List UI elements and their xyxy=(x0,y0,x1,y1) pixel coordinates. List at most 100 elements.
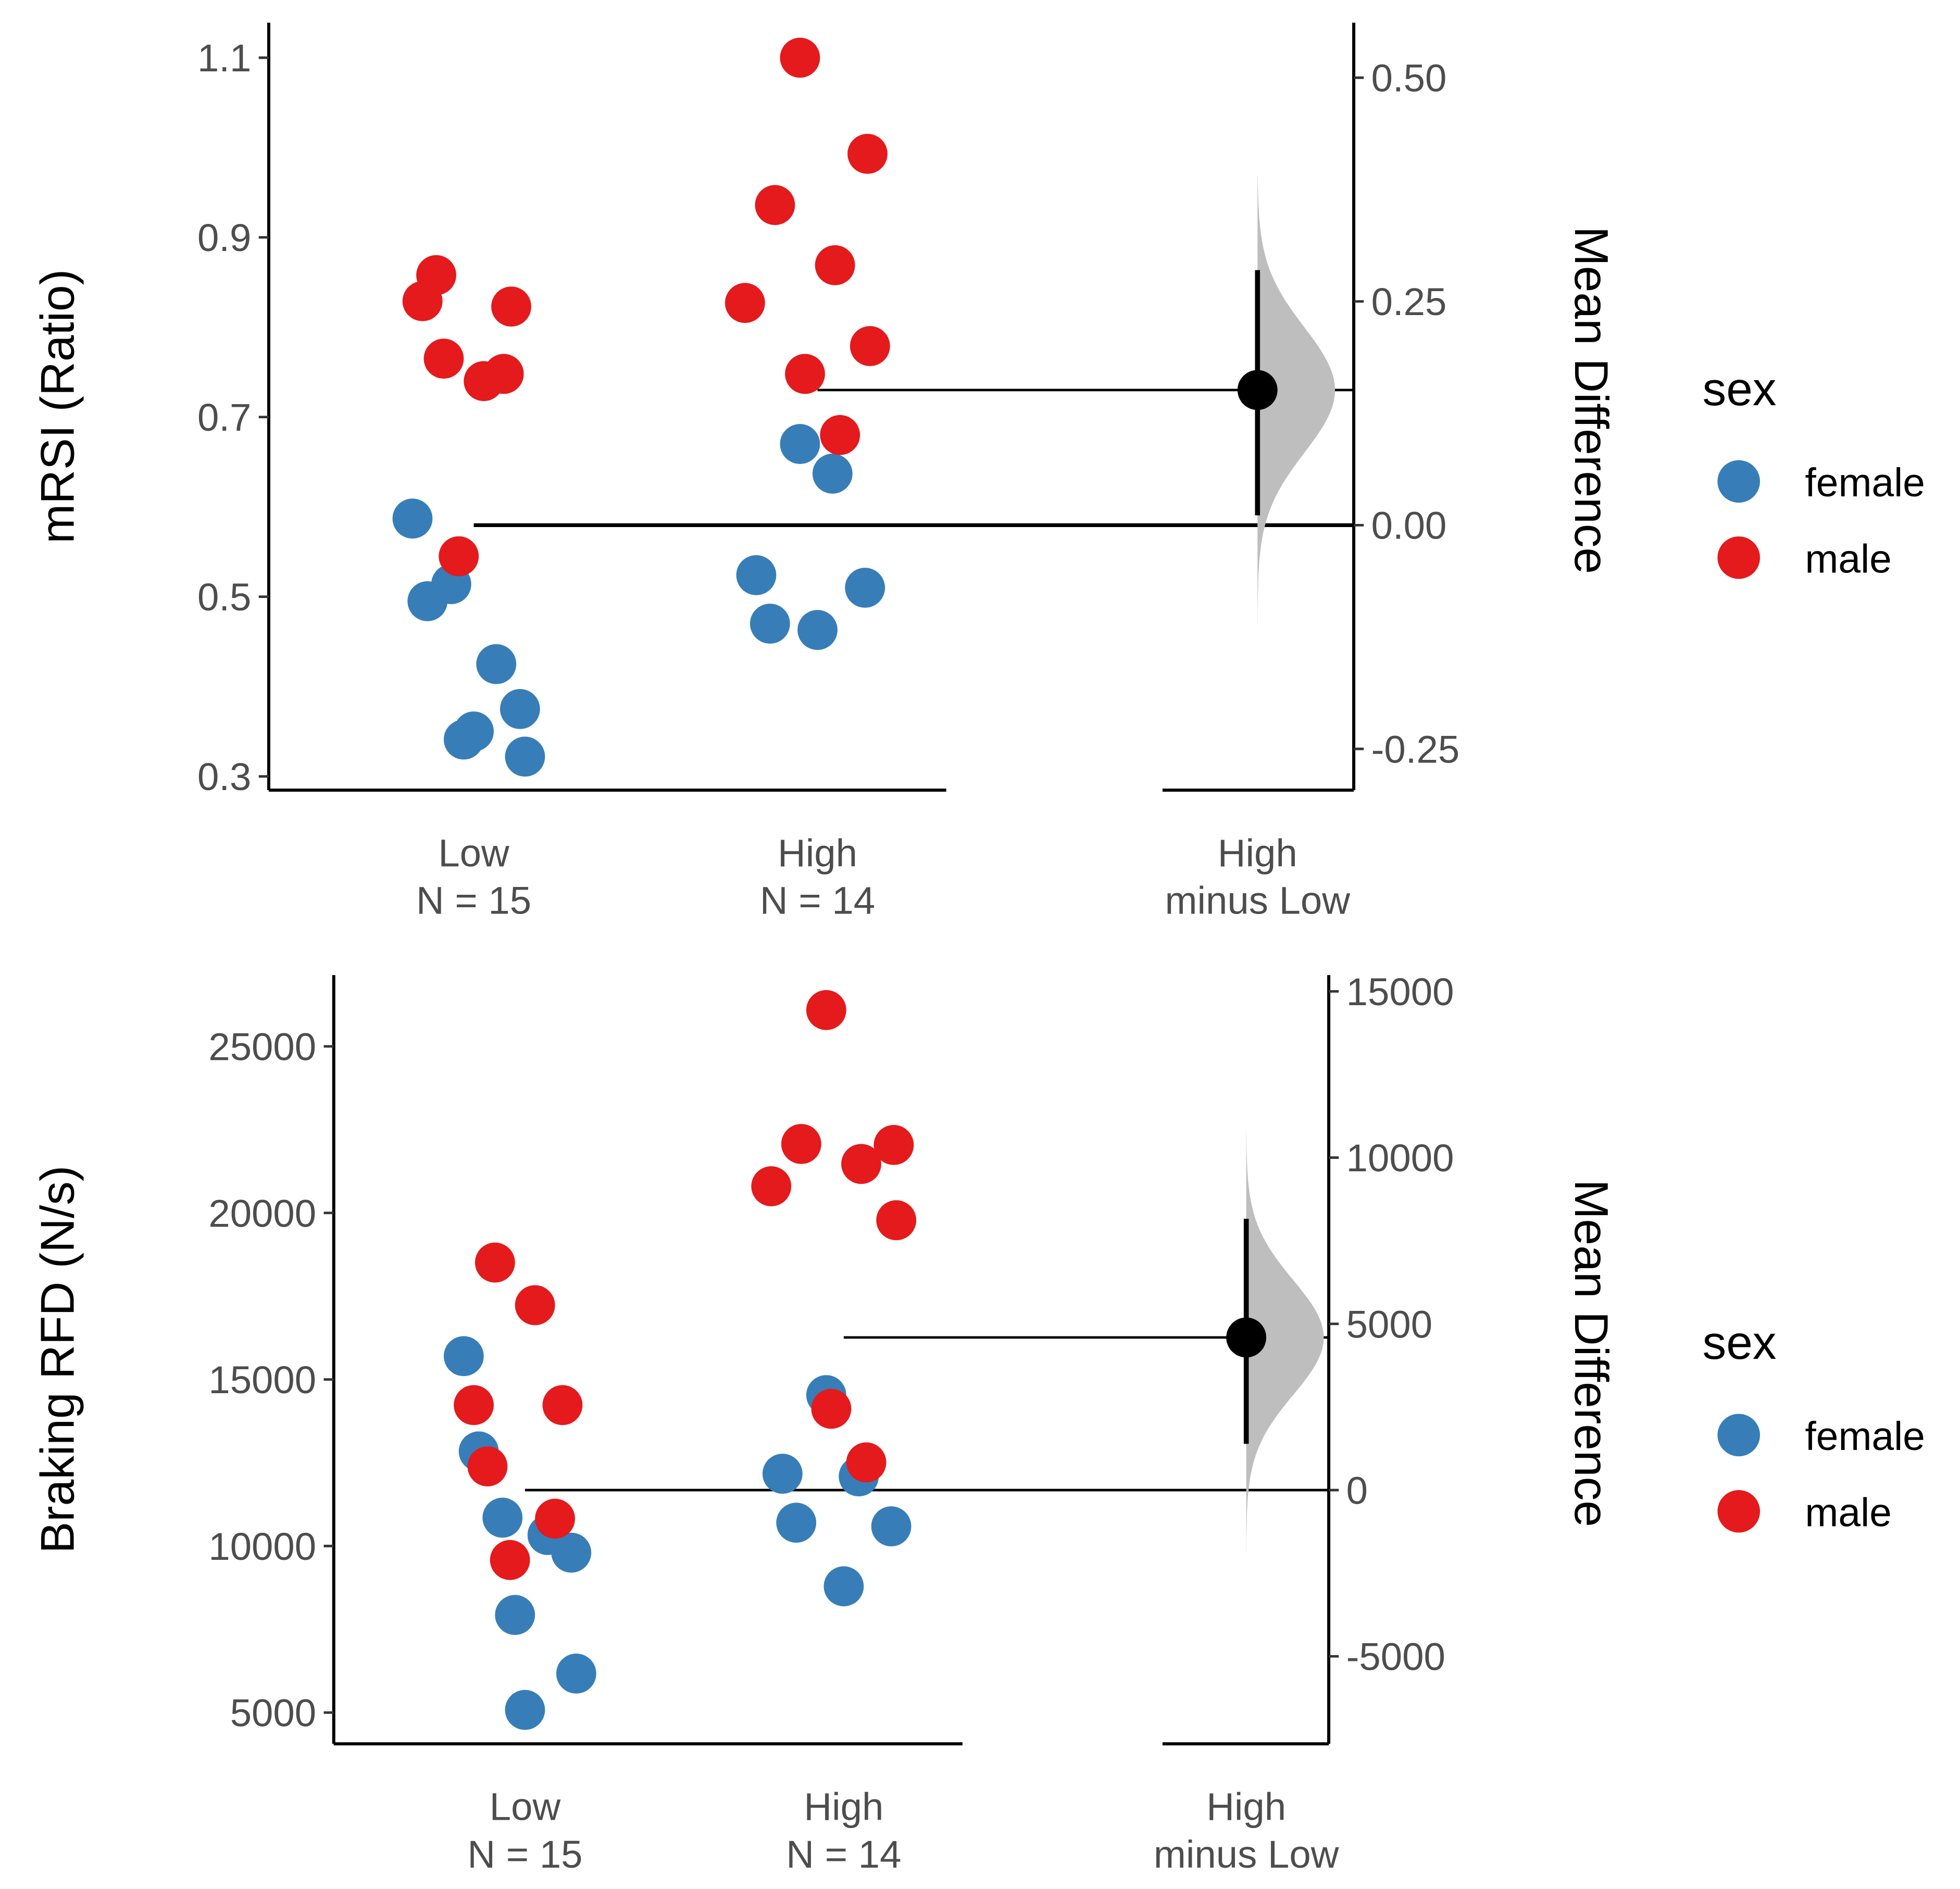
y-axis-title: Braking RFD (N/s) xyxy=(31,1166,84,1554)
data-point-male xyxy=(847,133,888,174)
right-tick-label: 10000 xyxy=(1346,1136,1454,1180)
diff-tick-label-2: minus Low xyxy=(1165,879,1351,922)
data-point-male xyxy=(811,1388,852,1429)
data-point-male xyxy=(725,283,765,323)
data-point-male xyxy=(815,245,855,285)
y-tick-label: 0.7 xyxy=(197,396,251,439)
data-point-female xyxy=(454,711,494,752)
y-tick-label: 10000 xyxy=(208,1525,316,1568)
data-point-male xyxy=(841,1144,881,1184)
y-axis-title: mRSI (Ratio) xyxy=(31,269,84,544)
right-tick-label: -5000 xyxy=(1346,1635,1445,1679)
diff-tick-label-2: minus Low xyxy=(1154,1833,1339,1876)
bootstrap-distribution xyxy=(1257,176,1335,650)
data-point-male xyxy=(850,326,890,366)
data-point-male xyxy=(806,990,846,1030)
data-point-female xyxy=(505,1690,545,1730)
right-tick-label: 0.00 xyxy=(1371,504,1447,547)
x-tick-label: Low xyxy=(438,832,509,875)
x-tick-label: High xyxy=(804,1785,883,1829)
diff-tick-label: High xyxy=(1218,832,1297,875)
legend-marker-male xyxy=(1717,536,1761,579)
data-point-female xyxy=(812,454,853,494)
data-point-male xyxy=(876,1200,917,1241)
data-point-male xyxy=(490,1540,530,1580)
data-point-male xyxy=(780,37,820,78)
y-tick-label: 1.1 xyxy=(197,36,251,80)
x-tick-label: High xyxy=(778,832,857,875)
data-point-female xyxy=(797,610,838,650)
data-point-male xyxy=(755,185,795,226)
data-point-male xyxy=(467,1446,508,1486)
data-point-female xyxy=(750,604,790,644)
data-point-male xyxy=(542,1385,583,1425)
right-tick-label: 5000 xyxy=(1346,1303,1432,1346)
data-point-male xyxy=(515,1285,555,1325)
right-tick-label: 0.25 xyxy=(1371,280,1447,323)
data-point-female xyxy=(776,1503,817,1543)
right-axis-title: Mean Difference xyxy=(1565,227,1618,574)
right-tick-label: 0.50 xyxy=(1371,57,1447,100)
data-point-male xyxy=(475,1242,515,1283)
legend-label-male: male xyxy=(1805,1491,1891,1535)
data-point-male xyxy=(483,354,524,394)
data-point-female xyxy=(482,1497,523,1538)
data-point-male xyxy=(535,1498,575,1539)
data-point-male xyxy=(751,1166,792,1207)
data-point-female xyxy=(495,1595,535,1635)
data-point-female xyxy=(556,1653,596,1694)
legend-title: sex xyxy=(1703,1316,1777,1369)
right-tick-label: -0.25 xyxy=(1371,728,1460,771)
data-point-female xyxy=(845,568,885,608)
bootstrap-distribution xyxy=(1246,1129,1324,1579)
legend-marker-female xyxy=(1717,1413,1761,1457)
y-tick-label: 0.5 xyxy=(197,576,251,619)
x-tick-n-label: N = 15 xyxy=(467,1833,582,1876)
data-point-female xyxy=(505,736,545,777)
panel-mrsi: 0.3 0.5 0.7 0.9 1.1 -0.25 0.00 0.25 0.50 mRSI (Ra… xyxy=(31,22,1925,922)
right-tick-label: 15000 xyxy=(1346,970,1454,1014)
mean-difference-point xyxy=(1226,1317,1267,1358)
data-point-female xyxy=(871,1506,912,1547)
data-point-male xyxy=(820,415,860,455)
legend-label-female: female xyxy=(1805,1414,1925,1459)
data-point-male xyxy=(416,255,456,295)
data-point-female xyxy=(780,424,820,464)
y-tick-label: 20000 xyxy=(208,1192,316,1235)
x-tick-n-label: N = 15 xyxy=(416,879,531,922)
y-tick-label: 15000 xyxy=(208,1358,316,1402)
data-point-female xyxy=(500,689,540,729)
panel-braking-rfd: 5000 10000 15000 20000 25000 -5000 0 5000 10000 1… xyxy=(31,970,1925,1876)
data-point-female xyxy=(443,1336,484,1377)
y-tick-label: 5000 xyxy=(230,1692,316,1735)
data-point-male xyxy=(846,1442,887,1483)
y-tick-label: 0.9 xyxy=(197,216,251,259)
legend-label-male: male xyxy=(1805,537,1891,582)
data-point-female xyxy=(551,1532,592,1573)
diff-tick-label: High xyxy=(1206,1785,1286,1829)
data-point-male xyxy=(454,1385,494,1425)
y-tick-label: 25000 xyxy=(208,1025,316,1068)
legend-title: sex xyxy=(1703,362,1777,416)
y-tick-label: 0.3 xyxy=(197,755,251,798)
data-point-male xyxy=(423,339,464,379)
data-point-male xyxy=(873,1125,914,1165)
data-point-female xyxy=(392,498,433,539)
legend-marker-male xyxy=(1717,1490,1761,1533)
x-tick-n-label: N = 14 xyxy=(760,879,875,922)
right-tick-label: 0 xyxy=(1346,1469,1368,1512)
data-point-male xyxy=(781,1124,821,1164)
data-point-female xyxy=(762,1454,803,1494)
data-point-female xyxy=(823,1566,864,1607)
data-point-male xyxy=(439,536,479,577)
data-point-male xyxy=(785,354,825,394)
mean-difference-point xyxy=(1237,370,1278,410)
x-tick-n-label: N = 14 xyxy=(786,1833,901,1876)
data-point-female xyxy=(736,555,777,595)
data-point-female xyxy=(476,644,517,684)
x-tick-label: Low xyxy=(490,1785,561,1829)
legend-label-female: female xyxy=(1805,460,1925,505)
right-axis-title: Mean Difference xyxy=(1565,1180,1618,1527)
legend-marker-female xyxy=(1717,460,1761,503)
